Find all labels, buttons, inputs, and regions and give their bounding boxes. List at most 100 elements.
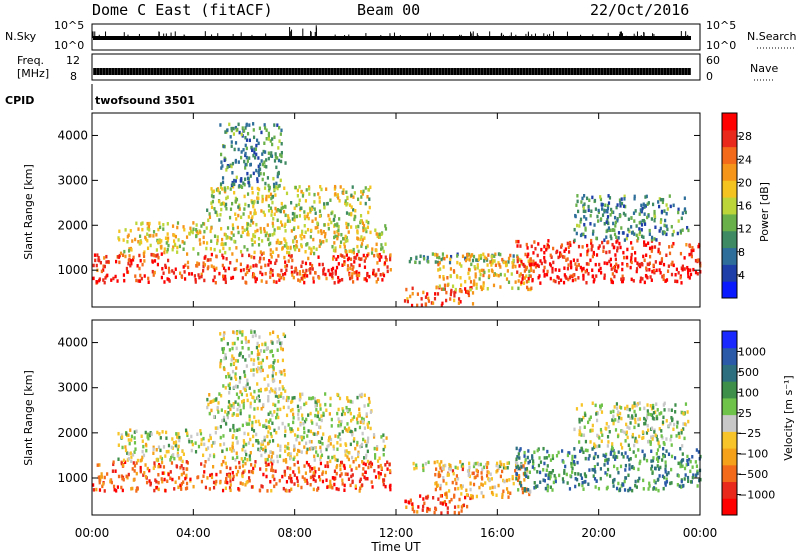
echo-cell [262, 210, 265, 215]
echo-cell [227, 383, 230, 388]
echo-cell [460, 492, 463, 496]
echo-cell [238, 465, 241, 470]
echo-cell [358, 271, 361, 276]
echo-cell [650, 249, 653, 253]
echo-cell [321, 472, 324, 476]
echo-cell [466, 257, 469, 261]
echo-cell [606, 444, 609, 448]
echo-cell [228, 215, 232, 220]
echo-cell [348, 450, 351, 455]
echo-cell [359, 477, 362, 482]
echo-cell [630, 252, 633, 257]
echo-cell [356, 230, 359, 234]
echo-cell [451, 469, 455, 473]
echo-cell [446, 506, 449, 510]
colorbar-segment [722, 213, 737, 232]
echo-cell [253, 415, 256, 419]
echo-cell [594, 262, 597, 267]
echo-cell [662, 415, 665, 420]
echo-cell [236, 127, 239, 132]
echo-cell [206, 476, 209, 480]
echo-cell [650, 406, 654, 411]
time-tick-label: 12:00 [379, 526, 414, 540]
echo-cell [613, 274, 616, 279]
echo-cell [370, 462, 374, 466]
echo-cell [386, 269, 389, 274]
echo-cell [148, 479, 151, 483]
echo-cell [221, 202, 224, 206]
echo-cell [103, 280, 106, 285]
echo-cell [480, 287, 484, 292]
echo-cell [231, 354, 234, 358]
echo-cell [647, 412, 650, 416]
echo-cell [97, 258, 100, 262]
echo-cell [482, 281, 485, 285]
echo-cell [296, 479, 299, 483]
echo-cell [225, 168, 228, 172]
echo-cell [655, 452, 658, 456]
echo-cell [280, 341, 283, 345]
echo-cell [212, 480, 216, 485]
freq-tick-bottom: 8 [70, 70, 77, 83]
echo-cell [257, 187, 261, 192]
echo-cell [280, 154, 283, 159]
echo-cell [661, 274, 664, 279]
echo-cell [684, 210, 687, 215]
colorbar-tick-label: 100 [738, 386, 759, 399]
echo-cell [317, 230, 320, 234]
echo-cell [239, 408, 242, 413]
echo-cell [290, 265, 293, 270]
echo-cell [303, 402, 306, 407]
echo-cell [586, 448, 589, 453]
echo-cell [340, 472, 343, 476]
echo-cell [219, 213, 222, 217]
echo-cell [377, 475, 381, 480]
echo-cell [367, 210, 370, 215]
echo-cell [314, 400, 317, 404]
echo-cell [271, 200, 274, 205]
echo-cell [529, 489, 532, 494]
echo-cell [245, 123, 248, 128]
echo-cell [125, 266, 129, 271]
echo-cell [311, 219, 314, 223]
echo-cell [160, 252, 163, 256]
echo-cell [622, 255, 626, 260]
echo-cell [130, 438, 133, 442]
echo-cell [580, 476, 584, 480]
echo-cell [219, 202, 222, 207]
echo-cell [297, 448, 300, 453]
echo-cell [516, 478, 520, 482]
echo-cell [423, 501, 426, 506]
echo-cell [534, 246, 537, 251]
echo-cell [251, 420, 254, 425]
echo-cell [579, 431, 582, 436]
echo-cell [351, 272, 354, 276]
echo-cell [529, 257, 532, 261]
echo-cell [692, 267, 695, 272]
echo-cell [222, 274, 225, 279]
echo-cell [679, 275, 682, 280]
echo-cell [628, 426, 631, 430]
echo-cell [281, 474, 284, 479]
echo-cell [221, 164, 224, 168]
echo-cell [352, 208, 355, 212]
echo-cell [419, 254, 422, 259]
echo-cell [643, 243, 646, 247]
echo-cell [324, 231, 327, 236]
echo-cell [255, 367, 258, 372]
echo-cell [577, 263, 580, 267]
echo-cell [503, 479, 506, 484]
echo-cell [319, 461, 323, 466]
echo-cell [680, 216, 683, 221]
echo-cell [634, 479, 637, 484]
echo-cell [561, 477, 565, 481]
echo-cell [218, 249, 222, 253]
echo-cell [650, 464, 654, 469]
echo-cell [481, 483, 484, 487]
echo-cell [159, 455, 162, 459]
echo-cell [677, 210, 680, 215]
echo-cell [247, 232, 250, 237]
echo-cell [303, 273, 306, 278]
echo-cell [284, 449, 287, 453]
echo-cell [621, 429, 624, 434]
